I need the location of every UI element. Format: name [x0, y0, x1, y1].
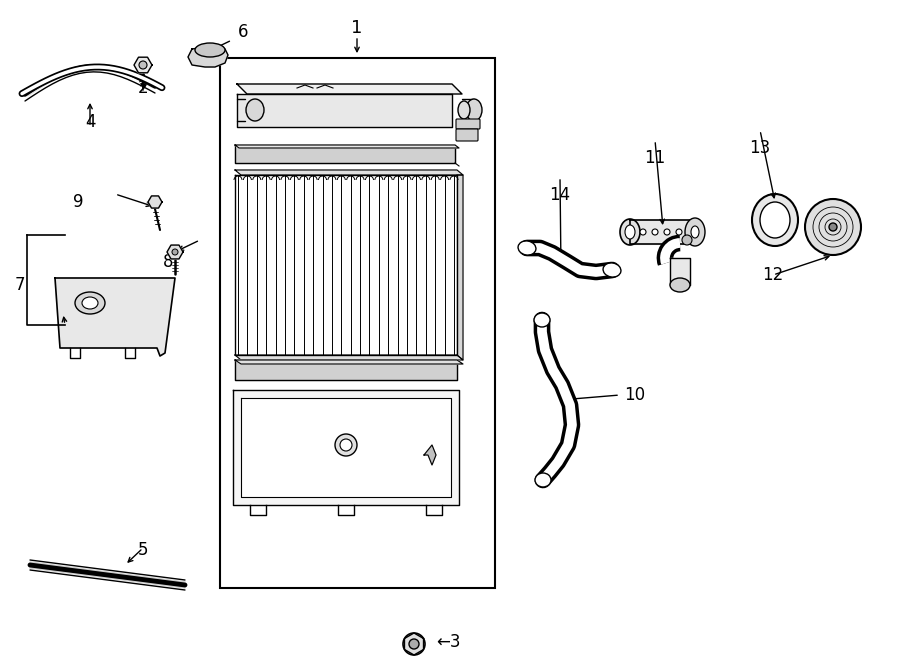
Ellipse shape	[534, 313, 550, 327]
Polygon shape	[241, 398, 451, 497]
Text: 9: 9	[73, 193, 83, 211]
Circle shape	[139, 61, 147, 69]
Ellipse shape	[760, 202, 790, 238]
Polygon shape	[235, 170, 463, 175]
Polygon shape	[457, 175, 463, 360]
Ellipse shape	[246, 99, 264, 121]
Ellipse shape	[670, 278, 690, 292]
Ellipse shape	[518, 241, 536, 255]
Circle shape	[829, 223, 837, 231]
Text: 8: 8	[163, 253, 173, 271]
Polygon shape	[670, 258, 690, 285]
Ellipse shape	[603, 263, 621, 277]
Circle shape	[805, 199, 861, 255]
Circle shape	[682, 235, 692, 245]
Polygon shape	[148, 196, 162, 208]
Polygon shape	[233, 390, 459, 505]
Polygon shape	[235, 175, 457, 355]
Ellipse shape	[340, 439, 352, 451]
Ellipse shape	[752, 194, 798, 246]
Text: 10: 10	[625, 386, 645, 404]
Polygon shape	[235, 360, 457, 380]
Polygon shape	[235, 145, 459, 148]
Text: 7: 7	[14, 276, 25, 294]
Ellipse shape	[620, 219, 640, 245]
Ellipse shape	[466, 99, 482, 121]
Circle shape	[640, 229, 646, 235]
Circle shape	[676, 229, 682, 235]
Ellipse shape	[685, 218, 705, 246]
Polygon shape	[188, 47, 228, 67]
Ellipse shape	[82, 297, 98, 309]
FancyBboxPatch shape	[456, 129, 478, 141]
Polygon shape	[167, 245, 183, 259]
Ellipse shape	[335, 434, 357, 456]
Polygon shape	[237, 94, 452, 127]
Circle shape	[403, 633, 425, 655]
Polygon shape	[237, 84, 462, 94]
Bar	[220, 58, 495, 588]
Ellipse shape	[458, 101, 470, 119]
Text: 14: 14	[549, 186, 571, 204]
Text: 11: 11	[644, 149, 666, 167]
Polygon shape	[134, 58, 152, 73]
Text: 6: 6	[238, 23, 248, 41]
Circle shape	[664, 229, 670, 235]
Polygon shape	[30, 562, 185, 588]
Circle shape	[409, 639, 419, 649]
Text: 1: 1	[351, 19, 363, 37]
Ellipse shape	[625, 225, 635, 239]
Ellipse shape	[691, 226, 699, 238]
Polygon shape	[235, 148, 455, 163]
Polygon shape	[630, 220, 695, 244]
Text: 13: 13	[750, 139, 770, 157]
Text: 4: 4	[85, 113, 95, 131]
Polygon shape	[55, 278, 175, 356]
Text: 2: 2	[138, 79, 148, 97]
Text: 5: 5	[138, 541, 148, 559]
Circle shape	[172, 249, 178, 255]
Circle shape	[652, 229, 658, 235]
FancyBboxPatch shape	[456, 119, 480, 129]
Ellipse shape	[195, 43, 225, 57]
Polygon shape	[235, 355, 463, 360]
Polygon shape	[424, 445, 436, 465]
Polygon shape	[235, 360, 463, 364]
Ellipse shape	[535, 473, 551, 487]
Ellipse shape	[75, 292, 105, 314]
Text: 12: 12	[762, 266, 784, 284]
Text: ←3: ←3	[436, 633, 461, 651]
